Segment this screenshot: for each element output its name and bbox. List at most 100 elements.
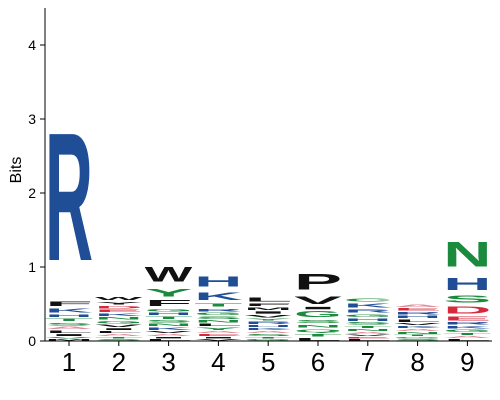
logo-letter-V: V [194,339,242,341]
logo-letter-G: G [394,337,442,339]
logo-letter-S: S [244,334,292,337]
logo-letter-G: G [194,312,242,316]
logo-letter-E: E [194,334,242,337]
logo-letter-K: K [95,313,143,317]
logo-letter-G: G [294,310,342,319]
logo-letter-A: A [344,331,392,334]
x-tick-label-position-9: 9 [460,347,474,377]
logo-letter-S: S [45,322,93,326]
logo-letter-stacks: MVILASTHKFRSTALIVGNKEDYWLIAVKNSTHGFYWVIE… [45,95,491,341]
logo-letter-R: R [244,321,292,325]
logo-letter-Y: Y [244,318,292,321]
logo-letter-T: T [95,337,143,339]
logo-letter-T: T [194,303,242,308]
logo-letter-A: A [244,331,292,334]
logo-letter-H: H [443,275,491,294]
y-tick-label: 2 [28,185,36,201]
logo-letter-Y: Y [95,301,143,305]
logo-letter-S: S [294,319,342,324]
logo-letter-M: M [244,307,292,311]
logo-letter-T: T [294,333,342,337]
logo-letter-A: A [194,331,242,334]
logo-letter-G: G [344,314,392,318]
logo-letter-I: I [194,337,242,339]
logo-letter-N: N [145,323,193,327]
logo-letter-L: L [95,331,143,334]
logo-letter-L: L [394,319,442,323]
logo-letter-H: H [244,325,292,328]
logo-letter-R: R [394,311,442,315]
logo-letter-I: I [45,334,93,337]
logo-letter-S: S [95,339,143,341]
logo-letter-T: T [45,318,93,322]
logo-letter-A: A [45,326,93,330]
logo-letter-C: C [344,297,392,302]
logo-letter-T: T [394,334,442,336]
logo-letter-V: V [394,322,442,325]
logo-letter-T: T [443,333,491,336]
logo-letter-K: K [194,290,242,302]
logo-letter-K: K [45,308,93,314]
x-tick-label-position-4: 4 [211,347,225,377]
logo-letter-L: L [294,337,342,341]
logo-letter-A: A [145,334,193,337]
logo-letter-G: G [244,339,292,341]
x-axis: 1 2 3 4 5 6 7 8 9 [45,340,492,377]
logo-letter-K: K [443,325,491,329]
logo-letter-T: T [145,316,193,320]
logo-letter-T: T [344,325,392,328]
logo-letter-I: I [244,311,292,315]
logo-letter-A: A [95,334,143,337]
logo-letter-H: H [344,318,392,322]
x-tick-label-position-7: 7 [361,347,375,377]
logo-letter-N: N [95,317,143,321]
logo-letter-G: G [95,320,143,324]
logo-letter-V: V [95,324,143,328]
y-tick-label: 3 [28,111,36,127]
logo-letter-M: M [45,339,93,341]
logo-letter-T: T [244,337,292,339]
logo-letter-K: K [145,327,193,331]
logo-letter-Y: Y [145,286,193,299]
logo-letter-Y: Y [194,327,242,331]
logo-letter-H: H [394,315,442,319]
logo-letter-V: V [145,331,193,334]
logo-letter-K: K [344,302,392,308]
logo-letter-V: V [244,314,292,318]
logo-letter-I: I [95,328,143,331]
logo-letter-D: D [95,305,143,309]
logo-letter-N: N [344,328,392,331]
logo-letter-E: E [443,316,491,322]
x-tick-label-position-6: 6 [311,347,325,377]
logo-letter-G: G [145,308,193,312]
logo-letter-F: F [45,300,93,307]
logo-letter-R: R [443,322,491,326]
logo-letter-F: F [145,299,193,308]
x-tick-label-position-2: 2 [112,347,126,377]
logo-letter-H: H [45,314,93,318]
logo-letter-H: H [145,312,193,316]
logo-letter-R: R [194,308,242,312]
logo-letter-S: S [194,316,242,320]
logo-letter-A: A [443,336,491,339]
logo-letter-E: E [394,308,442,312]
y-tick-label: 4 [28,37,36,53]
logo-letter-L: L [145,339,193,341]
x-tick-label-position-3: 3 [161,347,175,377]
logo-letter-S: S [145,320,193,324]
logo-letter-L: L [45,330,93,334]
logo-letter-L: L [443,339,491,341]
y-axis: 0 1 2 3 4 [28,8,46,349]
logo-letter-N: N [194,319,242,323]
logo-letter-L: L [244,297,292,303]
logo-letter-N: N [294,324,342,328]
logo-letter-I: I [294,306,342,310]
x-tick-label-position-1: 1 [62,347,76,377]
